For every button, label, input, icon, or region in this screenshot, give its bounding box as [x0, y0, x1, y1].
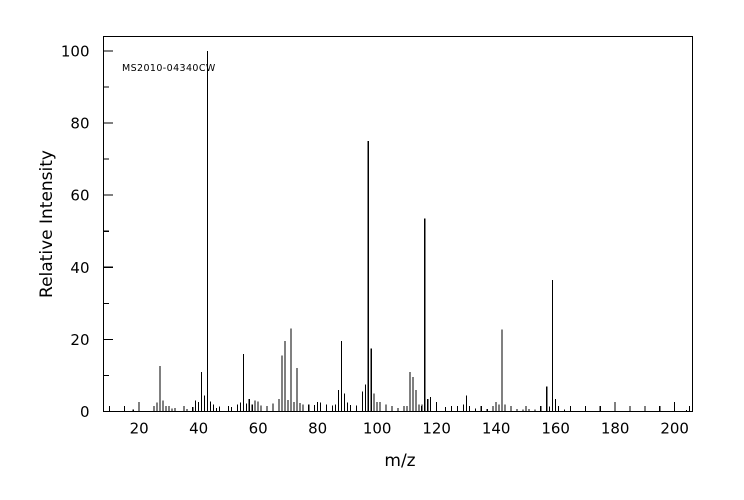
x-axis-tick-labels: 20 40 60 80 100 120 140 160 180 200	[130, 420, 689, 438]
spectrum-peaks	[123, 50, 688, 412]
x-tick-label: 200	[660, 420, 689, 438]
y-axis-major-ticks	[103, 50, 113, 413]
x-tick-label: 40	[189, 420, 208, 438]
y-tick-label: 80	[70, 115, 89, 133]
x-tick-label: 20	[130, 420, 149, 438]
y-axis-minor-ticks	[103, 86, 109, 376]
y-tick-label: 0	[80, 403, 90, 421]
x-tick-label: 160	[541, 420, 570, 438]
y-tick-label: 20	[70, 331, 89, 349]
y-axis-tick-labels: 0 20 40 60 80 100	[61, 42, 90, 421]
y-tick-label: 60	[70, 187, 89, 205]
x-tick-label: 120	[422, 420, 451, 438]
spectrum-id-annotation: MS2010-04340CW	[122, 63, 216, 74]
x-tick-label: 60	[249, 420, 268, 438]
x-tick-label: 80	[308, 420, 327, 438]
x-axis-minor-ticks	[108, 406, 691, 412]
x-tick-label: 100	[363, 420, 392, 438]
x-tick-label: 140	[482, 420, 511, 438]
plot-frame	[102, 35, 694, 413]
y-tick-label: 100	[61, 42, 90, 60]
y-axis-title: Relative Intensity	[37, 150, 57, 298]
x-axis-title: m/z	[384, 451, 415, 471]
x-tick-label: 180	[601, 420, 630, 438]
frame-border	[102, 35, 694, 413]
y-tick-label: 40	[70, 259, 89, 277]
